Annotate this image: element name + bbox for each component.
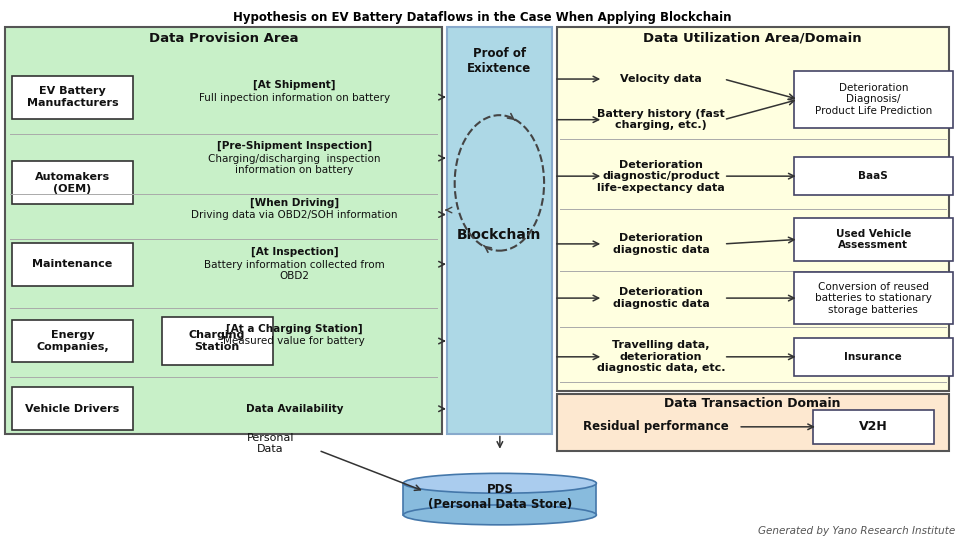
FancyBboxPatch shape xyxy=(12,76,132,119)
FancyBboxPatch shape xyxy=(12,320,132,363)
Text: Velocity data: Velocity data xyxy=(620,74,702,84)
FancyBboxPatch shape xyxy=(793,338,952,376)
Ellipse shape xyxy=(403,473,596,493)
Text: Deterioration
diagnostic/product
life-expectancy data: Deterioration diagnostic/product life-ex… xyxy=(597,159,725,193)
Text: Measured value for battery: Measured value for battery xyxy=(224,337,365,346)
Text: Battery information collected from
OBD2: Battery information collected from OBD2 xyxy=(204,260,385,281)
FancyBboxPatch shape xyxy=(793,272,952,324)
Text: PDS
(Personal Data Store): PDS (Personal Data Store) xyxy=(427,483,572,511)
Text: [At a Charging Station]: [At a Charging Station] xyxy=(226,324,363,334)
Text: Blockchain: Blockchain xyxy=(457,228,541,242)
FancyBboxPatch shape xyxy=(557,394,949,451)
FancyBboxPatch shape xyxy=(793,218,952,261)
Text: Conversion of reused
batteries to stationary
storage batteries: Conversion of reused batteries to statio… xyxy=(814,281,932,315)
Text: Generated by Yano Research Institute: Generated by Yano Research Institute xyxy=(758,526,955,535)
Text: BaaS: BaaS xyxy=(859,171,888,181)
Text: [When Driving]: [When Driving] xyxy=(250,197,339,208)
FancyBboxPatch shape xyxy=(12,243,132,286)
Text: Proof of
Exixtence: Proof of Exixtence xyxy=(467,47,532,75)
Text: Maintenance: Maintenance xyxy=(32,259,113,269)
FancyBboxPatch shape xyxy=(813,410,934,444)
Text: Energy
Companies,: Energy Companies, xyxy=(36,330,109,352)
Text: EV Battery
Manufacturers: EV Battery Manufacturers xyxy=(27,86,118,108)
FancyBboxPatch shape xyxy=(793,71,952,127)
Text: Hypothesis on EV Battery Dataflows in the Case When Applying Blockchain: Hypothesis on EV Battery Dataflows in th… xyxy=(234,11,731,24)
Text: Data Provision Area: Data Provision Area xyxy=(149,32,298,45)
Text: V2H: V2H xyxy=(859,421,888,433)
Text: [Pre-Shipment Inspection]: [Pre-Shipment Inspection] xyxy=(217,141,372,151)
Text: [At Shipment]: [At Shipment] xyxy=(253,80,336,91)
FancyBboxPatch shape xyxy=(403,483,596,515)
Text: Data Utilization Area/Domain: Data Utilization Area/Domain xyxy=(644,32,862,45)
Text: [At Inspection]: [At Inspection] xyxy=(251,247,338,257)
Text: Personal
Data: Personal Data xyxy=(246,433,294,454)
Text: Deterioration
Diagnosis/
Product Life Prediction: Deterioration Diagnosis/ Product Life Pr… xyxy=(814,83,932,116)
Text: Battery history (fast
charging, etc.): Battery history (fast charging, etc.) xyxy=(597,109,725,131)
Text: Charging
Station: Charging Station xyxy=(189,330,245,352)
Text: Data Transaction Domain: Data Transaction Domain xyxy=(665,397,841,410)
Text: Deterioration
diagnostic data: Deterioration diagnostic data xyxy=(613,287,709,309)
Text: Automakers
(OEM): Automakers (OEM) xyxy=(35,172,110,193)
Text: Used Vehicle
Assessment: Used Vehicle Assessment xyxy=(836,229,911,250)
Text: Data Availability: Data Availability xyxy=(245,404,344,414)
Text: Deterioration
diagnostic data: Deterioration diagnostic data xyxy=(613,233,709,255)
FancyBboxPatch shape xyxy=(5,27,442,434)
FancyBboxPatch shape xyxy=(793,157,952,195)
Text: Driving data via OBD2/SOH information: Driving data via OBD2/SOH information xyxy=(191,210,398,220)
FancyBboxPatch shape xyxy=(557,27,949,391)
Text: Insurance: Insurance xyxy=(844,352,902,362)
FancyBboxPatch shape xyxy=(12,388,132,430)
Text: Residual performance: Residual performance xyxy=(583,421,730,433)
Ellipse shape xyxy=(403,505,596,525)
Text: Travelling data,
deterioration
diagnostic data, etc.: Travelling data, deterioration diagnosti… xyxy=(596,340,726,373)
Text: Charging/discharging  inspection
information on battery: Charging/discharging inspection informat… xyxy=(208,153,380,175)
FancyBboxPatch shape xyxy=(12,162,132,204)
FancyBboxPatch shape xyxy=(162,317,272,365)
Text: Full inpection information on battery: Full inpection information on battery xyxy=(199,93,390,102)
FancyBboxPatch shape xyxy=(447,27,552,434)
Text: Vehicle Drivers: Vehicle Drivers xyxy=(25,404,120,414)
